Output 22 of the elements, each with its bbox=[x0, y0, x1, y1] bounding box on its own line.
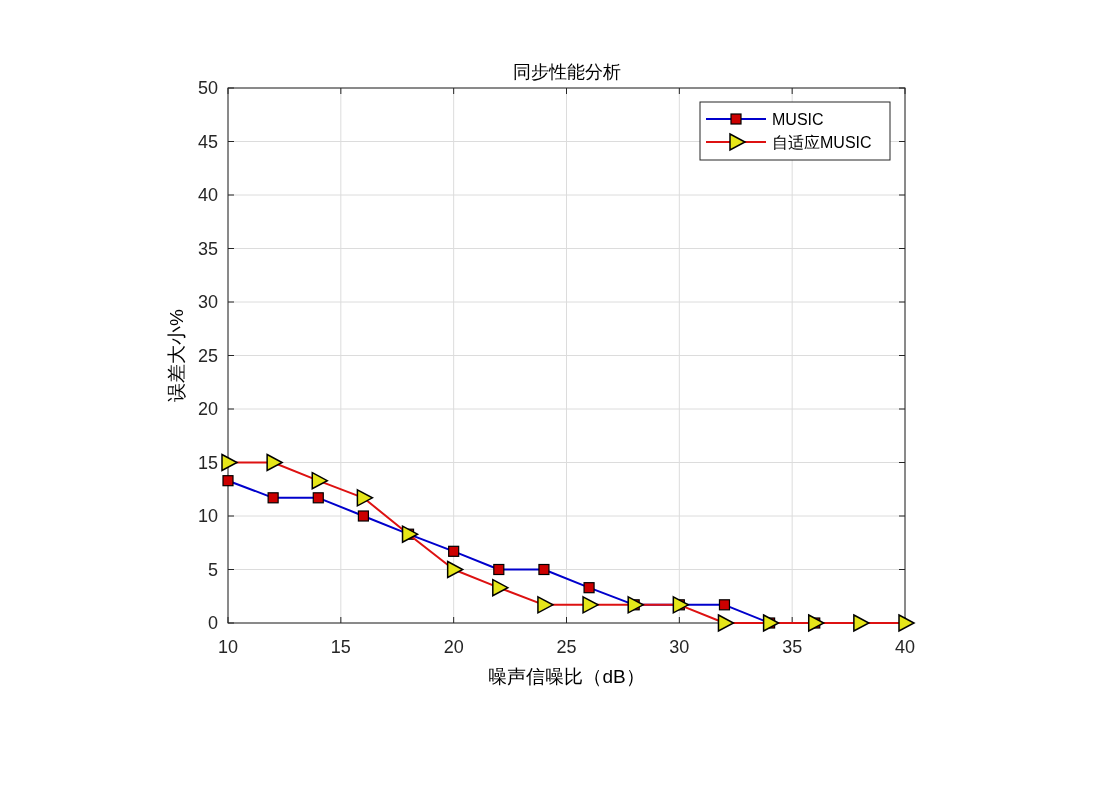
y-tick-label: 30 bbox=[197, 292, 218, 312]
y-tick-label: 25 bbox=[197, 345, 218, 366]
y-axis-title: 误差大小% bbox=[166, 308, 187, 402]
x-axis-title: 噪声信噪比（dB） bbox=[488, 666, 645, 687]
y-tick-label: 0 bbox=[207, 613, 218, 633]
x-tick-label: 35 bbox=[782, 637, 803, 657]
x-tick-label: 15 bbox=[330, 637, 351, 657]
x-tick-label: 25 bbox=[556, 637, 577, 657]
x-tick-label: 20 bbox=[443, 637, 464, 657]
y-tick-label: 35 bbox=[197, 238, 218, 259]
x-tick-label: 40 bbox=[894, 637, 916, 657]
legend-label: MUSIC bbox=[772, 111, 824, 128]
y-tick-label: 40 bbox=[197, 185, 218, 205]
y-tick-label: 5 bbox=[207, 559, 218, 580]
x-tick-label: 30 bbox=[669, 637, 690, 657]
legend-label: 自适应MUSIC bbox=[772, 134, 872, 151]
y-tick-label: 50 bbox=[197, 78, 218, 98]
y-tick-label: 20 bbox=[197, 399, 218, 419]
y-tick-label: 10 bbox=[197, 506, 218, 526]
y-tick-label: 15 bbox=[197, 452, 218, 473]
chart-title: 同步性能分析 bbox=[512, 62, 621, 82]
y-tick-label: 45 bbox=[197, 131, 218, 152]
